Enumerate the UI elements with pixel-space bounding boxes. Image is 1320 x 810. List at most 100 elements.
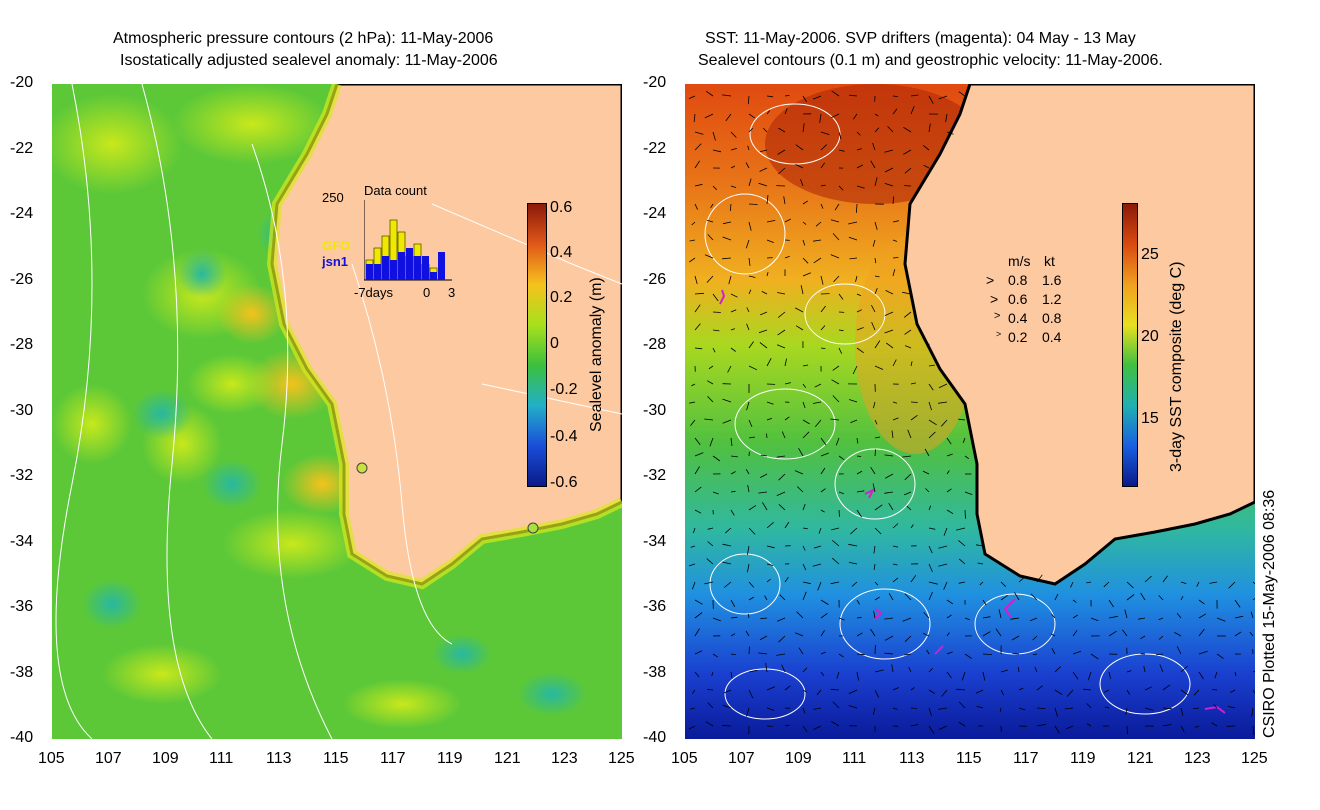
velocity-arrow [784,416,790,421]
velocity-arrow [820,162,826,169]
velocity-arrow [745,239,750,249]
velocity-arrow [874,340,881,349]
velocity-arrow [694,304,701,313]
velocity-arrow [704,113,714,119]
velocity-arrow [766,95,774,98]
velocity-arrow [816,689,822,696]
velocity-arrow [802,431,810,439]
vel-legend-ms-4: 0.2 [1008,329,1028,345]
velocity-arrow [730,148,738,151]
velocity-arrow [833,275,840,283]
velocity-arrow [748,646,750,655]
left-x-tick: 115 [323,750,349,767]
velocity-arrow [766,110,771,115]
velocity-arrow [1144,575,1152,583]
velocity-arrow [798,448,804,457]
velocity-arrow [730,471,736,475]
left-cbar-tick-6: -0.6 [550,474,578,491]
velocity-arrow [692,581,696,590]
velocity-arrow [766,417,773,421]
velocity-arrow [820,325,826,331]
velocity-arrow [856,309,863,313]
velocity-arrow [730,328,736,331]
velocity-arrow [830,418,840,421]
velocity-arrow [849,562,858,565]
velocity-arrow [1054,689,1063,696]
velocity-arrow [795,164,804,169]
velocity-arrow [1176,613,1182,619]
velocity-arrow [884,329,894,334]
vel-legend-header-kt: kt [1044,253,1055,269]
velocity-arrow [922,470,930,475]
velocity-arrow [813,239,822,242]
velocity-arrow [856,455,862,457]
velocity-arrow [730,671,733,679]
velocity-arrow [838,293,844,300]
velocity-arrow [1054,707,1058,717]
velocity-arrow [710,203,714,209]
velocity-arrow [856,470,863,475]
velocity-arrow [730,616,738,619]
velocity-arrow [1158,617,1164,620]
velocity-arrow [836,671,840,679]
velocity-arrow [694,671,700,678]
velocity-arrow [831,721,840,727]
velocity-arrow [872,707,876,716]
velocity-arrow [928,95,934,104]
left-x-tick: 109 [152,750,179,767]
velocity-arrow [1090,617,1099,622]
left-cbar-tick-1: 0.4 [550,244,573,261]
velocity-arrow [795,307,804,313]
velocity-arrow [777,149,786,155]
velocity-arrow [784,576,789,583]
velocity-arrow [1252,689,1255,694]
velocity-arrow [722,257,732,260]
velocity-arrow [766,358,772,367]
velocity-arrow [941,419,948,427]
velocity-arrow [690,707,696,710]
velocity-arrow [802,581,811,585]
velocity-arrow [856,185,865,189]
velocity-arrow [1054,725,1060,734]
velocity-arrow [709,437,714,447]
velocity-arrow [928,419,937,426]
velocity-arrow [802,545,806,551]
left-y-tick: -30 [10,401,34,419]
velocity-arrow [766,578,771,583]
velocity-arrow [722,704,732,709]
left-x-tick: 121 [494,750,521,767]
velocity-arrow [1144,686,1152,691]
velocity-arrow [800,285,804,295]
velocity-arrow [832,539,840,547]
velocity-arrow [1108,630,1117,637]
velocity-arrow [747,545,750,555]
velocity-arrow [1051,648,1056,655]
velocity-arrow [1180,707,1184,716]
velocity-arrow [1251,707,1254,717]
velocity-arrow [975,544,984,547]
velocity-arrow [812,563,822,567]
left-y-tick: -24 [10,205,34,222]
velocity-arrow [892,577,899,583]
velocity-arrow [1126,581,1134,589]
vel-legend-header-ms: m/s [1008,253,1031,269]
velocity-arrow [1158,595,1164,601]
velocity-arrow [694,347,703,350]
velocity-arrow [838,185,844,191]
right-y-tick: -20 [643,74,667,91]
velocity-arrow [1162,707,1172,710]
inset-bar-jsn1 [382,256,389,280]
velocity-arrow [958,581,966,584]
velocity-arrow [946,131,954,135]
velocity-arrow [1159,664,1164,673]
velocity-arrow [1198,599,1205,605]
velocity-arrow [747,613,750,619]
velocity-arrow [872,483,876,493]
velocity-arrow [910,687,915,691]
right-x-tick: 125 [1241,750,1268,767]
right-y-tick: -34 [643,532,667,550]
velocity-arrow [795,144,804,151]
velocity-arrow [712,329,720,332]
inset-bar-jsn1 [422,256,429,280]
velocity-arrow [722,398,732,403]
